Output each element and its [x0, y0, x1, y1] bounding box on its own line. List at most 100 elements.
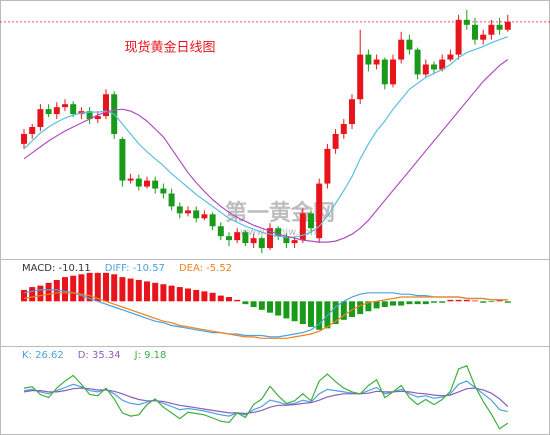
macd-bar [144, 281, 150, 302]
candle-body [53, 107, 60, 115]
chart-title: 现货黄金日线图 [124, 40, 215, 56]
candle-body [349, 99, 355, 125]
macd-bar [365, 301, 372, 312]
candle-body [226, 236, 232, 241]
candle-body [332, 133, 339, 149]
candle-body [234, 232, 241, 241]
candle-body [201, 214, 208, 219]
candle-body [94, 116, 101, 120]
macd-bar [135, 279, 142, 302]
macd-bar [447, 299, 454, 302]
candle-body [275, 228, 282, 237]
macd-bar [226, 297, 232, 302]
candle-body [45, 109, 52, 115]
macd-bar [439, 301, 446, 303]
candle-body [176, 206, 183, 214]
macd-bar [332, 301, 339, 325]
candle-body [373, 59, 380, 65]
macd-bar [160, 284, 167, 302]
candle-body [422, 64, 429, 75]
macd-bar [250, 301, 257, 307]
series-line [23, 289, 508, 338]
candle-body [439, 59, 446, 70]
candle-body [299, 213, 306, 241]
macd-bar [242, 301, 249, 305]
candle-body [480, 34, 487, 40]
candle-body [37, 109, 44, 128]
candle-body [496, 24, 503, 30]
macd-bar [431, 301, 437, 303]
candle-body [447, 54, 454, 60]
candle-body [472, 24, 478, 40]
macd-bar [86, 272, 93, 302]
macd-bar [480, 301, 487, 303]
macd-bar [504, 301, 511, 303]
macd-bar [111, 274, 118, 302]
candle-body [62, 104, 68, 108]
candle-body [70, 104, 77, 115]
candle-body [135, 178, 142, 187]
legend-entry: K: 26.62 [22, 350, 64, 361]
candle-body [86, 111, 93, 120]
macd-bar [45, 282, 52, 302]
candle-body [193, 210, 200, 219]
macd-bar [119, 277, 126, 302]
candle-body [365, 54, 372, 65]
candle-body [308, 213, 314, 229]
series-line [23, 365, 509, 430]
macd-bar [308, 301, 314, 327]
legend-entry: DIFF: -10.57 [105, 263, 165, 274]
macd-bar [406, 301, 413, 305]
series-line [23, 59, 509, 243]
macd-bar [422, 301, 429, 305]
series-line [23, 36, 509, 238]
candle-body [152, 180, 159, 189]
macd-bar [70, 275, 77, 302]
macd-bar [373, 301, 380, 309]
macd-bar [463, 299, 470, 302]
candle-body [324, 148, 331, 184]
candle-body [168, 193, 175, 207]
legend-entry: MACD: -10.11 [22, 263, 91, 274]
macd-bar [381, 301, 388, 307]
macd-bar [185, 288, 191, 302]
macd-bar [217, 295, 224, 302]
candle-body [488, 24, 495, 35]
legend-entry: J: 9.18 [134, 350, 167, 361]
macd-bar [37, 285, 44, 302]
candle-body [283, 236, 290, 244]
candle-body [398, 39, 405, 60]
macd-bar [176, 287, 183, 302]
macd-bar [21, 289, 27, 302]
candle-body [504, 21, 511, 30]
macd-bar [29, 287, 36, 302]
candle-body [127, 178, 134, 181]
candle-body [250, 238, 257, 244]
candle-body [431, 64, 437, 70]
macd-bar [94, 272, 101, 302]
candle-body [185, 210, 191, 214]
macd-bar [299, 301, 306, 325]
macd-bar [152, 282, 159, 302]
macd-bar [62, 277, 68, 302]
macd-bar [127, 278, 134, 302]
candle-body [455, 19, 462, 55]
candle-body [21, 133, 27, 144]
macd-bar [340, 301, 347, 320]
candle-body [258, 238, 265, 249]
candle-body [340, 124, 347, 134]
candle-body [463, 19, 470, 25]
candle-body [381, 59, 388, 85]
candle-body [103, 94, 109, 117]
candle-body [414, 49, 421, 75]
candle-body [406, 39, 413, 50]
macd-bar [103, 272, 109, 302]
series-line [23, 380, 508, 417]
candle-body [357, 54, 364, 100]
macd-bar [258, 301, 265, 310]
candle-body [160, 188, 167, 194]
macd-bar [53, 279, 60, 302]
macd-bar [283, 301, 290, 319]
macd-bar [267, 301, 273, 313]
